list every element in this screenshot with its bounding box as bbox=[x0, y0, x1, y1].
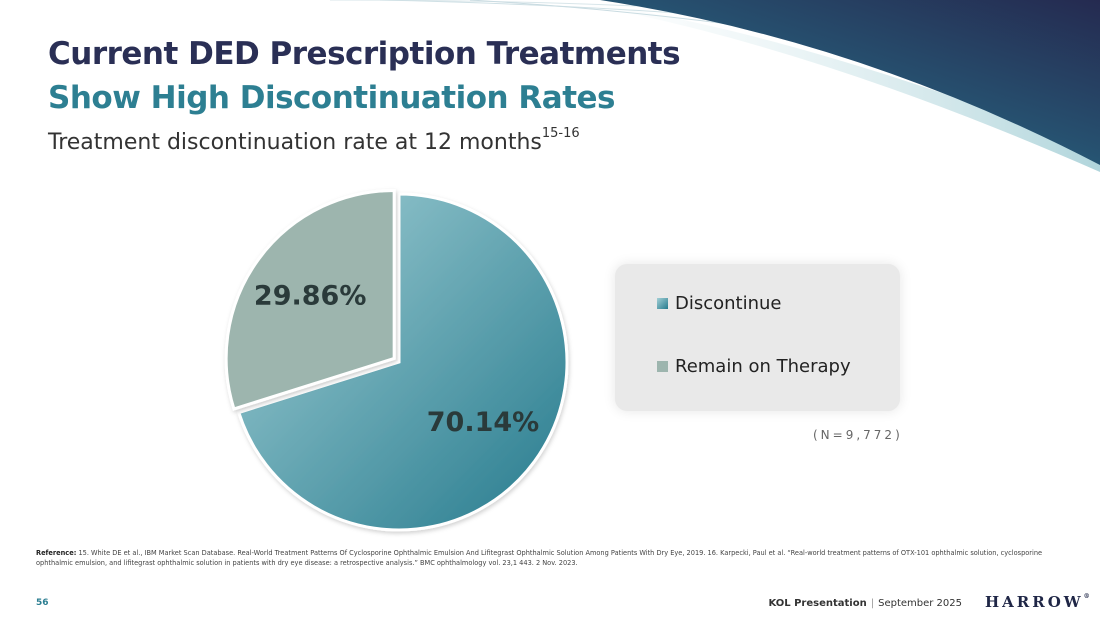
sample-size-note: (N=9,772) bbox=[813, 428, 903, 442]
footer-date: September 2025 bbox=[878, 598, 962, 609]
logo-registered-mark: ® bbox=[1083, 593, 1090, 600]
chart-subtitle: Treatment discontinuation rate at 12 mon… bbox=[48, 126, 580, 155]
pie-chart: 70.14% 29.86% bbox=[224, 188, 569, 532]
page-number: 56 bbox=[36, 598, 49, 608]
chart-subtitle-text: Treatment discontinuation rate at 12 mon… bbox=[48, 130, 542, 155]
slide-title: Current DED Prescription Treatments bbox=[48, 36, 681, 72]
legend-label-discontinue: Discontinue bbox=[675, 293, 782, 314]
pie-label-discontinue: 70.14% bbox=[427, 407, 539, 438]
footer-presentation: KOL Presentation bbox=[768, 598, 867, 609]
logo-text: HARROW bbox=[985, 593, 1084, 611]
citation-superscript: 15-16 bbox=[541, 126, 580, 141]
pie-slice-discontinue bbox=[236, 192, 569, 532]
legend-item-discontinue: Discontinue bbox=[657, 293, 782, 314]
legend-item-remain: Remain on Therapy bbox=[657, 356, 851, 377]
slide-title-highlight: Show High Discontinuation Rates bbox=[48, 80, 616, 116]
legend-label-remain: Remain on Therapy bbox=[675, 356, 851, 377]
legend-swatch-discontinue bbox=[657, 298, 668, 309]
pie-slice-remain bbox=[224, 188, 396, 411]
footer-separator: | bbox=[870, 598, 875, 609]
reference-body: 15. White DE et al., IBM Market Scan Dat… bbox=[36, 549, 1043, 567]
reference-text: Reference: 15. White DE et al., IBM Mark… bbox=[36, 548, 1066, 568]
chart-legend: Discontinue Remain on Therapy bbox=[615, 264, 900, 411]
legend-swatch-remain bbox=[657, 361, 668, 372]
pie-label-remain: 29.86% bbox=[254, 280, 366, 311]
reference-label: Reference: bbox=[36, 549, 77, 557]
footer: KOL Presentation | September 2025 bbox=[768, 598, 962, 609]
harrow-logo: HARROW® bbox=[985, 593, 1090, 611]
